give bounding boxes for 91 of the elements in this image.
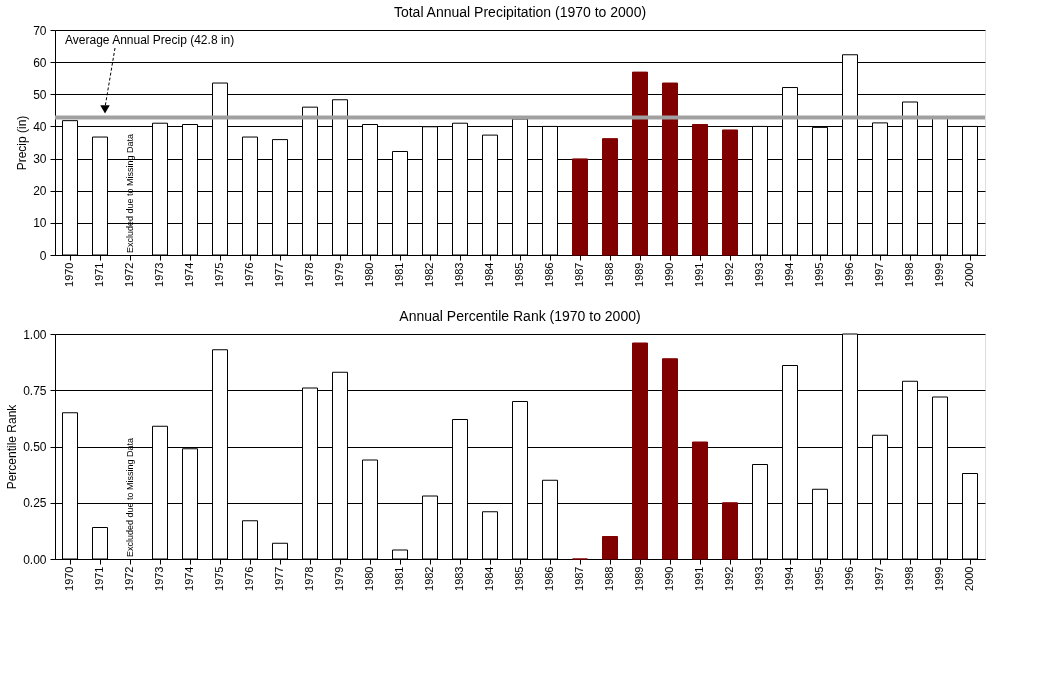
x-tick-label: 1995 (813, 262, 825, 287)
x-tick-label: 1987 (573, 566, 585, 591)
ref-line-label: Average Annual Precip (42.8 in) (65, 33, 235, 47)
x-tick-label: 1981 (393, 262, 405, 287)
x-tick-label: 1988 (603, 566, 615, 591)
x-tick-label: 2000 (963, 566, 975, 591)
bar (692, 124, 708, 256)
x-tick-label: 1999 (933, 262, 945, 287)
y-tick-label: 0.50 (23, 440, 47, 454)
x-tick-label: 1979 (333, 262, 345, 287)
x-tick-label: 1972 (123, 262, 135, 287)
x-tick-label: 1971 (93, 566, 105, 591)
bar (662, 82, 678, 256)
x-tick-label: 1991 (693, 566, 705, 591)
x-tick-label: 1985 (513, 566, 525, 591)
x-tick-label: 2000 (963, 262, 975, 287)
x-tick-label: 1974 (183, 262, 195, 287)
y-tick-label: 50 (33, 87, 47, 102)
x-tick-label: 1986 (543, 566, 555, 591)
x-tick-label: 1988 (603, 262, 615, 287)
x-tick-label: 1995 (813, 566, 825, 591)
x-tick-label: 1977 (273, 262, 285, 287)
x-tick-label: 1996 (843, 262, 855, 287)
y-axis-title: Precip (in) (15, 115, 30, 171)
y-axis-title: Percentile Rank (5, 403, 20, 490)
y-tick-label: 0.75 (23, 383, 47, 398)
x-tick-label: 1977 (273, 566, 285, 591)
x-tick-label: 1992 (723, 566, 735, 591)
x-tick-label: 1983 (453, 566, 465, 591)
y-tick-label: 70 (33, 23, 47, 38)
bar (722, 502, 738, 560)
x-tick-label: 1997 (873, 566, 885, 591)
x-tick-label: 1994 (783, 566, 795, 591)
x-tick-label: 1978 (303, 566, 315, 591)
bar (722, 129, 738, 256)
x-tick-label: 1993 (753, 262, 765, 287)
x-tick-label: 1991 (693, 262, 705, 287)
bar (632, 71, 648, 256)
bar (602, 536, 618, 560)
x-tick-label: 1984 (483, 566, 495, 591)
x-tick-label: 1971 (93, 262, 105, 287)
x-tick-label: 1982 (423, 566, 435, 591)
x-tick-label: 1990 (663, 262, 675, 287)
x-tick-label: 1997 (873, 262, 885, 287)
x-tick-label: 1985 (513, 262, 525, 287)
x-tick-label: 1996 (843, 566, 855, 591)
x-tick-label: 1970 (63, 262, 75, 287)
x-tick-label: 1992 (723, 262, 735, 287)
x-tick-label: 1973 (153, 566, 165, 591)
x-tick-label: 1982 (423, 262, 435, 287)
x-tick-label: 1979 (333, 566, 345, 591)
y-tick-label: 30 (33, 152, 47, 167)
y-tick-label: 20 (33, 184, 47, 199)
x-tick-label: 1986 (543, 262, 555, 287)
x-tick-label: 1990 (663, 566, 675, 591)
y-tick-label: 1.00 (23, 327, 47, 342)
y-tick-label: 0 (39, 248, 47, 263)
x-tick-label: 1984 (483, 262, 495, 287)
x-tick-label: 1973 (153, 262, 165, 287)
bar (602, 138, 618, 256)
y-tick-label: 60 (33, 55, 47, 70)
y-tick-label: 40 (33, 119, 47, 134)
x-tick-label: 1989 (633, 262, 645, 287)
y-tick-label: 10 (33, 216, 47, 231)
x-tick-label: 1987 (573, 262, 585, 287)
x-tick-label: 1998 (903, 566, 915, 591)
x-tick-label: 1998 (903, 262, 915, 287)
x-tick-label: 1994 (783, 262, 795, 287)
x-tick-label: 1999 (933, 566, 945, 591)
bar (662, 358, 678, 560)
x-tick-label: 1980 (363, 566, 375, 591)
x-tick-label: 1976 (243, 566, 255, 591)
x-tick-label: 1975 (213, 262, 225, 287)
x-tick-label: 1970 (63, 566, 75, 591)
x-tick-label: 1974 (183, 566, 195, 591)
x-tick-label: 1981 (393, 566, 405, 591)
x-tick-label: 1978 (303, 262, 315, 287)
y-tick-label: 0.00 (23, 552, 47, 567)
x-tick-label: 1980 (363, 262, 375, 287)
x-tick-label: 1989 (633, 566, 645, 591)
y-tick-label: 0.25 (23, 496, 47, 511)
bar (692, 441, 708, 560)
x-tick-label: 1976 (243, 262, 255, 287)
x-tick-label: 1975 (213, 566, 225, 591)
bar (572, 158, 588, 256)
x-tick-label: 1993 (753, 566, 765, 591)
x-tick-label: 1972 (123, 566, 135, 591)
x-tick-label: 1983 (453, 262, 465, 287)
bar (632, 342, 648, 560)
chart-title: Annual Percentile Rank (1970 to 2000) (399, 308, 641, 324)
chart-title: Total Annual Precipitation (1970 to 2000) (393, 4, 647, 20)
